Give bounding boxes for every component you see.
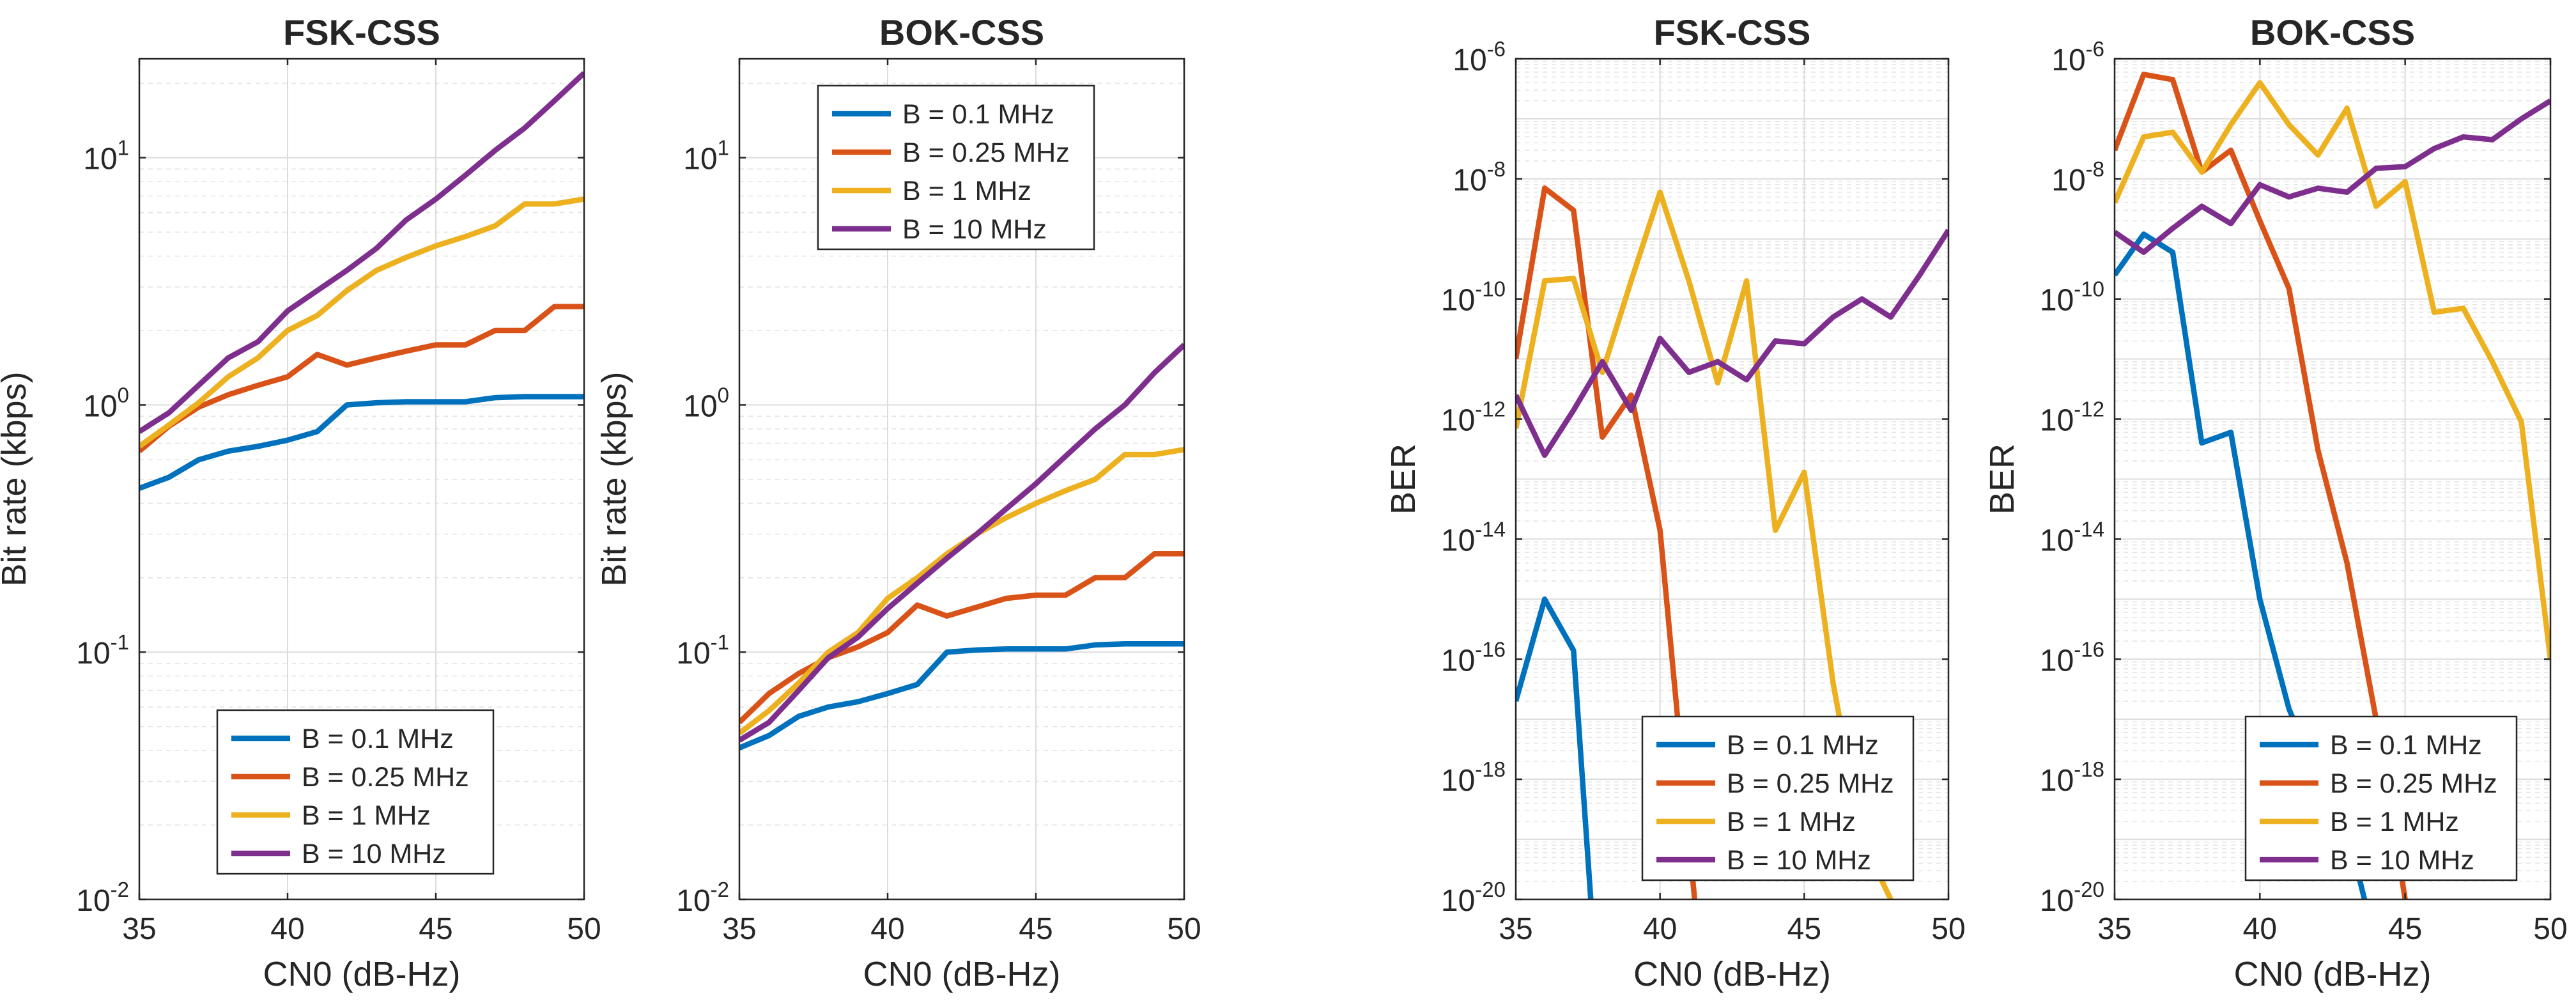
chart-title: BOK-CSS — [879, 12, 1044, 52]
series-line-1 — [1516, 596, 1594, 899]
legend: B = 0.1 MHz B = 0.25 MHz B = 1 MHz B = 10 M… — [2244, 715, 2518, 881]
y-tick-label: 10-10 — [1441, 277, 1506, 318]
y-axis-label: BER — [1983, 444, 2021, 515]
series-line-4 — [2115, 98, 2550, 255]
x-tick-label: 45 — [419, 912, 452, 946]
y-tick-label: 100 — [83, 383, 129, 423]
legend: B = 0.1 MHz B = 0.25 MHz B = 1 MHz B = 10 M… — [1641, 715, 1915, 881]
y-tick-label: 10-1 — [676, 630, 729, 671]
axes-box — [1515, 58, 1950, 901]
series-line-3 — [1516, 189, 1893, 899]
x-tick-label: 35 — [2097, 912, 2131, 946]
x-axis-label: CN0 (dB-Hz) — [2233, 955, 2431, 993]
legend-label-4: B = 10 MHz — [1727, 845, 1871, 876]
y-axis-label: Bit rate (kbps) — [0, 371, 33, 586]
x-tick-label: 50 — [567, 912, 601, 946]
legend: B = 0.1 MHz B = 0.25 MHz B = 1 MHz B = 10 M… — [817, 84, 1095, 251]
y-tick-label: 10-8 — [2051, 157, 2104, 198]
panel-p4: 35 40 45 50 10-20 10-18 10-16 10-14 10-12 10-10 10… — [1983, 12, 2568, 993]
y-tick-label: 10-14 — [2040, 517, 2104, 557]
legend-label-2: B = 0.25 MHz — [902, 137, 1070, 168]
y-tick-label: 10-2 — [676, 878, 729, 918]
y-tick-label: 10-20 — [1441, 878, 1506, 918]
legend-label-3: B = 1 MHz — [2330, 807, 2459, 837]
series-line-1 — [139, 394, 584, 491]
legend-label-2: B = 0.25 MHz — [1727, 768, 1894, 799]
series-line-4 — [739, 343, 1184, 743]
legend-label-2: B = 0.25 MHz — [302, 762, 469, 793]
y-tick-label: 10-6 — [1453, 37, 1506, 77]
series-line-3 — [139, 196, 584, 449]
legend-label-2: B = 0.25 MHz — [2330, 768, 2497, 799]
series-line-2 — [139, 304, 584, 454]
x-tick-label: 50 — [1931, 912, 1965, 946]
y-tick-label: 10-6 — [2051, 37, 2104, 77]
y-tick-label: 10-18 — [2040, 757, 2104, 798]
y-tick-label: 10-12 — [1441, 398, 1506, 438]
x-tick-label: 35 — [722, 912, 756, 946]
x-tick-label: 40 — [270, 912, 304, 946]
y-tick-label: 10-10 — [2040, 277, 2104, 318]
y-axis-label: BER — [1384, 444, 1423, 515]
x-tick-label: 40 — [870, 912, 904, 946]
y-tick-label: 10-20 — [2040, 878, 2104, 918]
x-tick-label: 40 — [1643, 912, 1677, 946]
series-line-4 — [139, 71, 584, 434]
x-tick-label: 50 — [1167, 912, 1201, 946]
y-tick-label: 10-16 — [1441, 637, 1506, 678]
series-line-3 — [2115, 80, 2550, 660]
x-tick-label: 35 — [122, 912, 156, 946]
legend-label-1: B = 0.1 MHz — [1727, 730, 1879, 761]
y-axis-label: Bit rate (kbps) — [595, 371, 633, 586]
legend-label-1: B = 0.1 MHz — [902, 99, 1054, 130]
x-tick-label: 45 — [1787, 912, 1821, 946]
x-axis-label: CN0 (dB-Hz) — [1633, 955, 1831, 993]
panel-p2: 35 40 45 50 10-2 10-1 100 101 BOK-CSS CN0 (dB-Hz)… — [595, 12, 1201, 993]
axes-box — [738, 58, 1185, 901]
y-tick-label: 10-16 — [2040, 637, 2104, 678]
chart-title: FSK-CSS — [283, 12, 440, 52]
legend-label-3: B = 1 MHz — [902, 176, 1031, 206]
y-tick-label: 101 — [83, 136, 129, 176]
legend-label-4: B = 10 MHz — [302, 839, 446, 869]
x-tick-label: 45 — [1019, 912, 1053, 946]
series-line-4 — [1516, 228, 1948, 458]
y-tick-label: 10-12 — [2040, 398, 2104, 438]
series-group — [139, 71, 584, 491]
legend-label-4: B = 10 MHz — [902, 214, 1047, 245]
series-line-2 — [1516, 185, 1698, 899]
y-tick-label: 10-14 — [1441, 517, 1506, 557]
axes-box — [138, 58, 585, 901]
axes-box — [2113, 58, 2552, 901]
legend-label-1: B = 0.1 MHz — [2330, 730, 2482, 761]
legend-label-4: B = 10 MHz — [2330, 845, 2474, 876]
legend-label-3: B = 1 MHz — [302, 800, 431, 831]
legend-label-1: B = 0.1 MHz — [302, 724, 454, 754]
y-tick-label: 101 — [683, 136, 729, 176]
y-tick-label: 10-18 — [1441, 757, 1506, 798]
x-tick-label: 40 — [2243, 912, 2277, 946]
x-axis-label: CN0 (dB-Hz) — [263, 955, 460, 993]
series-line-1 — [739, 641, 1184, 750]
panel-p1: 35 40 45 50 10-2 10-1 100 101 FSK-CSS CN0 (dB-Hz)… — [0, 12, 601, 993]
x-tick-label: 35 — [1499, 912, 1532, 946]
series-group — [739, 343, 1184, 750]
y-tick-label: 10-2 — [76, 878, 129, 918]
chart-title: FSK-CSS — [1654, 12, 1811, 52]
y-tick-label: 10-8 — [1453, 157, 1506, 198]
series-group — [1516, 185, 1948, 899]
y-tick-label: 100 — [683, 383, 729, 423]
x-tick-label: 50 — [2533, 912, 2567, 946]
chart-title: BOK-CSS — [2250, 12, 2415, 52]
y-tick-label: 10-1 — [76, 630, 129, 671]
x-axis-label: CN0 (dB-Hz) — [863, 955, 1060, 993]
x-tick-label: 45 — [2388, 912, 2422, 946]
series-line-2 — [2115, 72, 2408, 899]
legend-label-3: B = 1 MHz — [1727, 807, 1856, 837]
panel-p3: 35 40 45 50 10-20 10-18 10-16 10-14 10-12 10-10 10… — [1384, 12, 1966, 993]
legend: B = 0.1 MHz B = 0.25 MHz B = 1 MHz B = 10 M… — [216, 709, 495, 875]
